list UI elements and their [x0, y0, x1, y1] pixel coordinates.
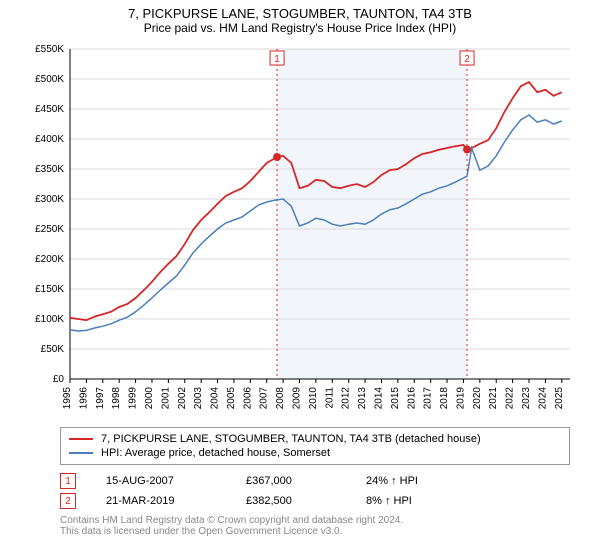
marker-table: 1 15-AUG-2007 £367,000 24% ↑ HPI 2 21-MAR-201…: [60, 471, 570, 511]
svg-text:2007: 2007: [259, 387, 270, 410]
svg-text:£0: £0: [53, 374, 65, 385]
svg-text:2021: 2021: [488, 387, 499, 410]
svg-text:2009: 2009: [292, 387, 303, 410]
svg-text:£450K: £450K: [35, 104, 64, 115]
svg-text:£500K: £500K: [35, 74, 64, 85]
footer-line1: Contains HM Land Registry data © Crown c…: [60, 515, 570, 526]
svg-text:2020: 2020: [472, 387, 483, 410]
marker-pct: 8% ↑ HPI: [366, 495, 412, 507]
legend-swatch: [69, 452, 93, 454]
svg-text:2025: 2025: [554, 387, 565, 410]
marker-row: 2 21-MAR-2019 £382,500 8% ↑ HPI: [60, 491, 570, 511]
svg-text:2013: 2013: [357, 387, 368, 410]
marker-date: 15-AUG-2007: [106, 475, 216, 487]
svg-text:1998: 1998: [111, 387, 122, 410]
svg-text:2003: 2003: [193, 387, 204, 410]
svg-text:2006: 2006: [242, 387, 253, 410]
marker-index-box: 1: [60, 473, 76, 489]
svg-text:2016: 2016: [406, 387, 417, 410]
footer: Contains HM Land Registry data © Crown c…: [60, 515, 570, 537]
chart-svg: £0 £50K £100K £150K £200K £250K £300K £350K £400…: [20, 39, 580, 419]
svg-text:2004: 2004: [210, 387, 221, 410]
svg-text:2014: 2014: [373, 387, 384, 410]
legend-label: HPI: Average price, detached house, Some…: [101, 447, 330, 459]
svg-text:2005: 2005: [226, 387, 237, 410]
svg-text:£50K: £50K: [41, 344, 65, 355]
legend: 7, PICKPURSE LANE, STOGUMBER, TAUNTON, T…: [60, 427, 570, 465]
marker-price: £382,500: [246, 495, 336, 507]
svg-text:£100K: £100K: [35, 314, 64, 325]
marker-price: £367,000: [246, 475, 336, 487]
svg-text:£250K: £250K: [35, 224, 64, 235]
svg-text:2019: 2019: [455, 387, 466, 410]
svg-text:2022: 2022: [505, 387, 516, 410]
marker-pct: 24% ↑ HPI: [366, 475, 418, 487]
legend-swatch: [69, 438, 93, 440]
marker-row: 1 15-AUG-2007 £367,000 24% ↑ HPI: [60, 471, 570, 491]
svg-text:£550K: £550K: [35, 44, 64, 55]
svg-text:1999: 1999: [128, 387, 139, 410]
svg-text:2018: 2018: [439, 387, 450, 410]
footer-line2: This data is licensed under the Open Gov…: [60, 526, 570, 537]
svg-text:2015: 2015: [390, 387, 401, 410]
svg-text:1997: 1997: [95, 387, 106, 410]
svg-text:£350K: £350K: [35, 164, 64, 175]
legend-row: 7, PICKPURSE LANE, STOGUMBER, TAUNTON, T…: [69, 432, 561, 446]
svg-text:2011: 2011: [324, 387, 335, 409]
svg-text:2001: 2001: [160, 387, 171, 410]
svg-text:2024: 2024: [537, 387, 548, 410]
title-main: 7, PICKPURSE LANE, STOGUMBER, TAUNTON, T…: [0, 6, 600, 21]
chart-area: £0 £50K £100K £150K £200K £250K £300K £350K £400…: [20, 39, 580, 419]
svg-text:2002: 2002: [177, 387, 188, 410]
legend-label: 7, PICKPURSE LANE, STOGUMBER, TAUNTON, T…: [101, 433, 481, 445]
marker-index-box: 2: [60, 493, 76, 509]
svg-text:1996: 1996: [78, 387, 89, 410]
chart-container: 7, PICKPURSE LANE, STOGUMBER, TAUNTON, T…: [0, 0, 600, 560]
legend-row: HPI: Average price, detached house, Some…: [69, 446, 561, 460]
marker-date: 21-MAR-2019: [106, 495, 216, 507]
svg-text:£400K: £400K: [35, 134, 64, 145]
title-block: 7, PICKPURSE LANE, STOGUMBER, TAUNTON, T…: [0, 0, 600, 39]
svg-text:1: 1: [274, 54, 280, 65]
svg-text:£200K: £200K: [35, 254, 64, 265]
title-sub: Price paid vs. HM Land Registry's House …: [0, 21, 600, 35]
svg-text:2000: 2000: [144, 387, 155, 410]
svg-text:2012: 2012: [341, 387, 352, 410]
svg-text:£150K: £150K: [35, 284, 64, 295]
svg-text:2023: 2023: [521, 387, 532, 410]
svg-text:2010: 2010: [308, 387, 319, 410]
svg-text:2: 2: [464, 54, 470, 65]
svg-text:£300K: £300K: [35, 194, 64, 205]
svg-text:2017: 2017: [423, 387, 434, 410]
svg-text:2008: 2008: [275, 387, 286, 410]
svg-text:1995: 1995: [62, 387, 73, 410]
